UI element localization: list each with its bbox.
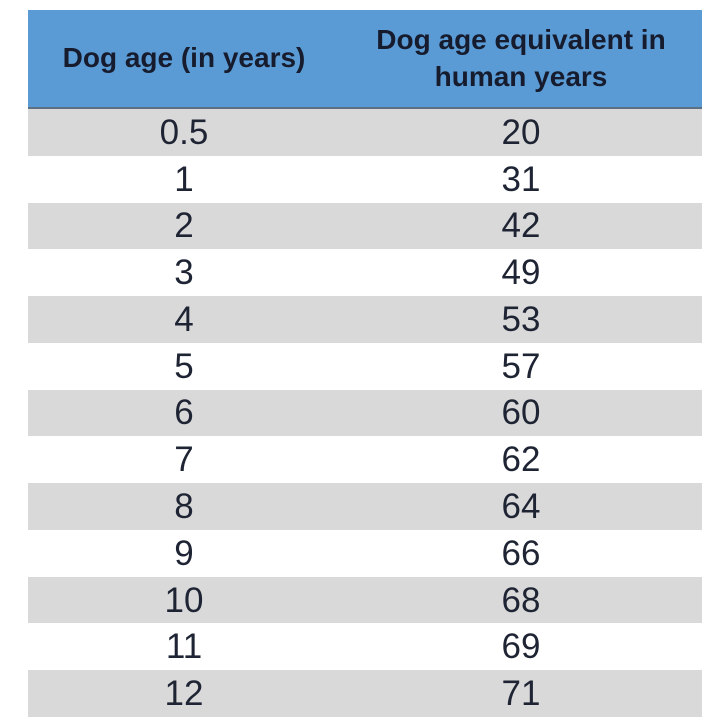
table-row: 0.5 20 — [28, 108, 702, 156]
column-header-human-years-label: Dog age equivalent in human years — [376, 23, 666, 92]
human-years-cell: 66 — [340, 529, 702, 577]
dog-age-table: Dog age (in years) Dog age equivalent in… — [28, 10, 702, 717]
human-years-cell: 71 — [340, 670, 702, 717]
dog-age-cell: 2 — [28, 202, 340, 250]
human-years-cell: 64 — [340, 483, 702, 530]
dog-age-cell: 0.5 — [28, 108, 340, 156]
human-years-cell: 53 — [340, 296, 702, 343]
human-years-cell: 49 — [340, 249, 702, 297]
table-row: 6 60 — [28, 389, 702, 437]
human-years-cell: 31 — [340, 155, 702, 203]
dog-age-cell: 7 — [28, 436, 340, 484]
table-row: 9 66 — [28, 529, 702, 577]
dog-age-cell: 11 — [28, 623, 340, 671]
column-header-dog-age-label: Dog age (in years) — [62, 42, 306, 74]
dog-age-cell: 9 — [28, 529, 340, 577]
table-row: 2 42 — [28, 202, 702, 250]
dog-age-cell: 5 — [28, 342, 340, 390]
table-row: 8 64 — [28, 483, 702, 530]
human-years-cell: 60 — [340, 389, 702, 437]
dog-age-cell: 12 — [28, 670, 340, 717]
table-header: Dog age (in years) Dog age equivalent in… — [28, 10, 702, 109]
dog-age-cell: 10 — [28, 576, 340, 624]
human-years-cell: 68 — [340, 576, 702, 624]
dog-age-cell: 4 — [28, 296, 340, 343]
dog-age-cell: 6 — [28, 389, 340, 437]
table-row: 3 49 — [28, 249, 702, 297]
column-header-human-years: Dog age equivalent in human years — [340, 10, 702, 109]
dog-age-cell: 8 — [28, 483, 340, 530]
table-row: 10 68 — [28, 576, 702, 624]
human-years-cell: 69 — [340, 623, 702, 671]
human-years-cell: 62 — [340, 436, 702, 484]
human-years-cell: 20 — [340, 108, 702, 156]
table-row: 4 53 — [28, 296, 702, 343]
dog-age-cell: 3 — [28, 249, 340, 297]
table-row: 1 31 — [28, 155, 702, 203]
table-row: 12 71 — [28, 670, 702, 717]
human-years-cell: 42 — [340, 202, 702, 250]
page: Dog age (in years) Dog age equivalent in… — [28, 10, 702, 717]
table-row: 7 62 — [28, 436, 702, 484]
table-row: 5 57 — [28, 342, 702, 390]
header-row: Dog age (in years) Dog age equivalent in… — [28, 10, 702, 109]
table-body: 0.5 20 1 31 2 42 3 49 — [28, 108, 702, 717]
table-row: 11 69 — [28, 623, 702, 671]
human-years-cell: 57 — [340, 342, 702, 390]
dog-age-cell: 1 — [28, 155, 340, 203]
column-header-dog-age: Dog age (in years) — [28, 10, 340, 109]
